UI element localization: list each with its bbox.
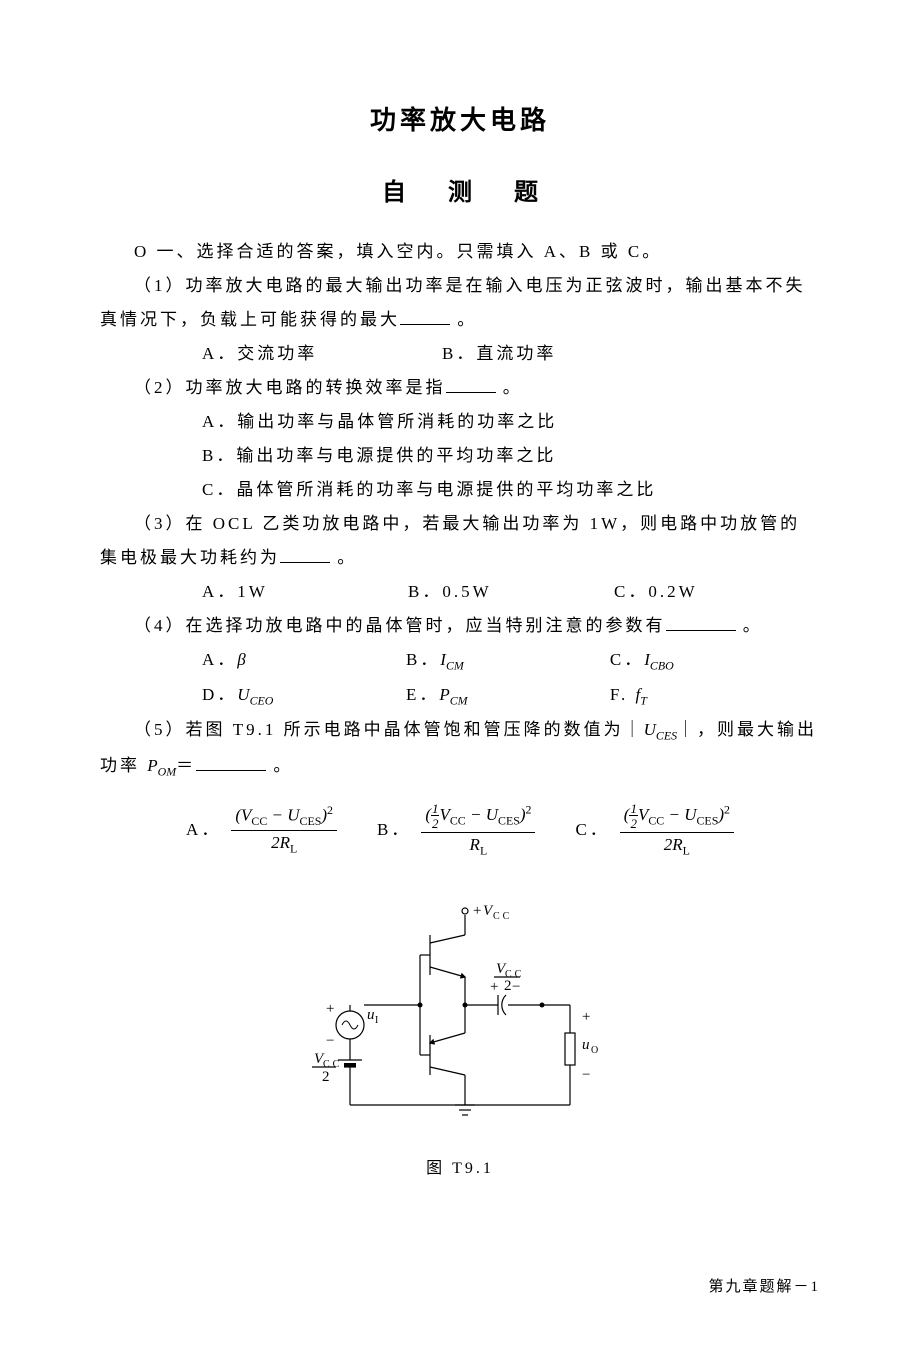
q4-text: （4）在选择功放电路中的晶体管时，应当特别注意的参数有: [134, 616, 666, 635]
q4-opt-d: D．UCEO: [202, 678, 406, 713]
question-3: （3）在 OCL 乙类功放电路中，若最大输出功率为 1W，则电路中功放管的集电极…: [100, 507, 820, 575]
q5-tail: 。: [266, 756, 293, 775]
q1-tail: 。: [450, 310, 477, 329]
q5-text-a: （5）若图 T9.1 所示电路中晶体管饱和管压降的数值为｜: [134, 720, 644, 739]
q2-opt-c: C．晶体管所消耗的功率与电源提供的平均功率之比: [100, 473, 820, 507]
q3-text: （3）在 OCL 乙类功放电路中，若最大输出功率为 1W，则电路中功放管的集电极…: [100, 514, 800, 567]
q2-opt-b: B．输出功率与电源提供的平均功率之比: [100, 439, 820, 473]
svg-text:2: 2: [322, 1069, 333, 1085]
page-title: 功率放大电路: [100, 100, 820, 137]
question-2: （2）功率放大电路的转换效率是指 。: [100, 371, 820, 405]
q4-opt-b: B．ICM: [406, 643, 610, 678]
blank-q3: [280, 546, 330, 563]
svg-text:CC: CC: [493, 911, 512, 922]
blank-q2: [446, 376, 496, 393]
question-4: （4）在选择功放电路中的晶体管时，应当特别注意的参数有 。: [100, 609, 820, 643]
svg-text:+: +: [582, 1009, 593, 1025]
page-footer: 第九章题解－1: [100, 1275, 820, 1296]
q2-opt-a: A．输出功率与晶体管所消耗的功率之比: [100, 405, 820, 439]
q3-tail: 。: [330, 548, 357, 567]
q5-opt-a: A． (VCC − UCES)2 2RL: [186, 802, 337, 858]
q5-options: A． (VCC − UCES)2 2RL B． (12VCC − UCES)2 …: [100, 802, 820, 858]
q4-options: A．β B．ICM C．ICBO D．UCEO E．PCM F. fT: [100, 643, 820, 713]
svg-text:+: +: [490, 979, 501, 995]
svg-text:−: −: [326, 1033, 337, 1049]
question-1: （1）功率放大电路的最大输出功率是在输入电压为正弦波时，输出基本不失真情况下，负…: [100, 269, 820, 337]
intro-text: O 一、选择合适的答案，填入空内。只需填入 A、B 或 C。: [100, 235, 820, 269]
circuit-caption: 图 T9.1: [426, 1153, 494, 1185]
blank-q1: [400, 308, 450, 325]
svg-text:O: O: [591, 1045, 601, 1056]
q4-opt-e: E．PCM: [406, 678, 610, 713]
blank-q4: [666, 614, 736, 631]
q2-text: （2）功率放大电路的转换效率是指: [134, 378, 446, 397]
subtitle-char: 自: [382, 172, 406, 207]
subtitle: 自 测 题: [100, 172, 820, 207]
q4-opt-c: C．ICBO: [610, 643, 814, 678]
q4-opt-a: A．β: [202, 643, 406, 678]
q1-opt-b: B．直流功率: [442, 337, 820, 371]
q3-options: A．1W B．0.5W C．0.2W: [100, 575, 820, 609]
q3-opt-a: A．1W: [202, 575, 408, 609]
q3-opt-c: C．0.2W: [614, 575, 820, 609]
q1-opt-a: A．交流功率: [202, 337, 442, 371]
circuit-diagram: +VCC+−uIVCC2+−VCC2+uO−: [310, 885, 610, 1125]
q5-opt-c: C． (12VCC − UCES)2 2RL: [575, 802, 733, 858]
subtitle-char: 题: [514, 172, 538, 207]
svg-text:I: I: [375, 1015, 381, 1026]
q4-tail: 。: [736, 616, 763, 635]
subtitle-char: 测: [448, 172, 472, 207]
blank-q5: [196, 754, 266, 771]
q2-tail: 。: [496, 378, 523, 397]
svg-text:2: 2: [504, 978, 515, 994]
svg-text:+: +: [326, 1001, 337, 1017]
q5-opt-b: B． (12VCC − UCES)2 RL: [377, 802, 535, 858]
question-5: （5）若图 T9.1 所示电路中晶体管饱和管压降的数值为｜UCES｜，则最大输出…: [100, 713, 820, 783]
q3-opt-b: B．0.5W: [408, 575, 614, 609]
svg-text:−: −: [582, 1067, 593, 1083]
circuit-figure: +VCC+−uIVCC2+−VCC2+uO− 图 T9.1: [100, 885, 820, 1185]
q4-opt-f: F. fT: [610, 678, 814, 713]
q1-options: A．交流功率 B．直流功率: [100, 337, 820, 371]
